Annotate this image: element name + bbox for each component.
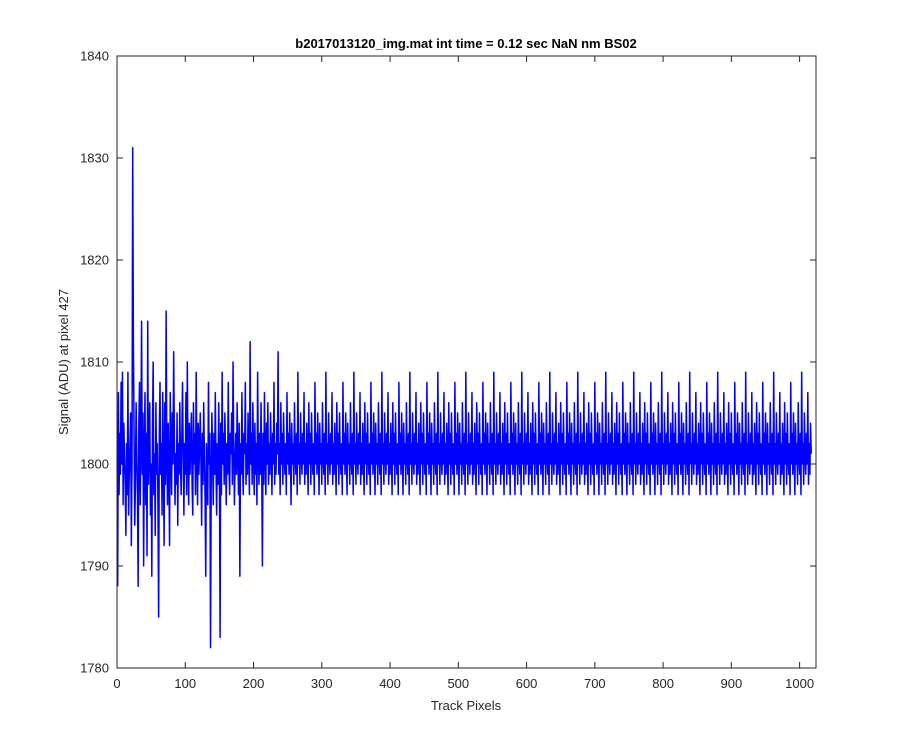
y-tick-label: 1800 — [80, 457, 109, 472]
x-tick-label: 900 — [721, 676, 743, 691]
plot-area — [117, 56, 816, 668]
y-tick-label: 1810 — [80, 355, 109, 370]
x-tick-label: 1000 — [785, 676, 814, 691]
y-tick-label: 1830 — [80, 151, 109, 166]
x-tick-label: 400 — [379, 676, 401, 691]
y-tick-label: 1840 — [80, 49, 109, 64]
chart-title: b2017013120_img.mat int time = 0.12 sec … — [295, 36, 636, 51]
x-tick-label: 800 — [652, 676, 674, 691]
x-axis-label: Track Pixels — [431, 698, 502, 713]
x-tick-label: 200 — [243, 676, 265, 691]
x-tick-label: 300 — [311, 676, 333, 691]
x-tick-label: 600 — [516, 676, 538, 691]
series-line-1 — [116, 147, 812, 649]
y-tick-label: 1820 — [80, 253, 109, 268]
y-tick-label: 1780 — [80, 661, 109, 676]
y-axis-label: Signal (ADU) at pixel 427 — [56, 289, 71, 435]
y-tick-label: 1790 — [80, 559, 109, 574]
series-layer — [116, 147, 812, 649]
x-tick-label: 500 — [447, 676, 469, 691]
x-tick-label: 100 — [174, 676, 196, 691]
x-tick-label: 700 — [584, 676, 606, 691]
y-axis-ticks: 1780 1790 1800 1810 1820 1830 1840 — [80, 49, 816, 676]
x-tick-label: 0 — [113, 676, 120, 691]
x-axis-ticks: 0 100 200 300 400 500 600 700 800 900 1000 — [113, 56, 814, 691]
